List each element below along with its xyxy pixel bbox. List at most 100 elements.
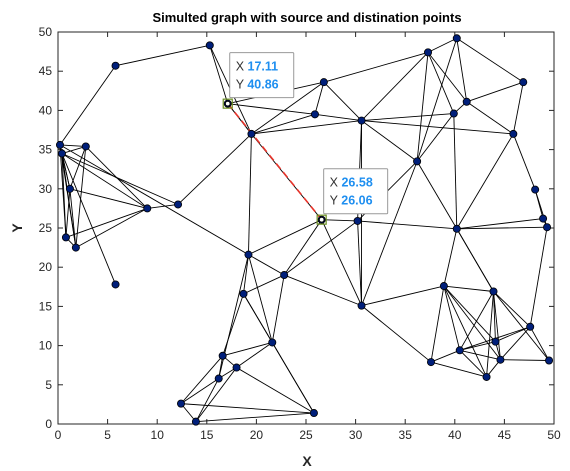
graph-edge [61,146,86,154]
selected-node-marker [222,98,233,109]
graph-edge [361,285,444,307]
x-tick-label: 35 [399,428,413,442]
graph-edge [443,285,487,378]
y-tick-label: 10 [39,339,53,353]
graph-edge [321,219,362,306]
graph-node [545,356,554,365]
graph-node [319,78,328,87]
graph-edge [248,254,273,343]
graph-node [449,109,458,118]
graph-edge [427,52,468,103]
graph-edge [459,341,496,351]
graph-node [452,34,461,43]
graph-edge [430,361,487,378]
graph-node [55,140,64,149]
graph-edge [443,285,496,342]
y-tick-label: 50 [39,25,53,39]
datatip-box [229,52,295,99]
graph-edge [361,305,432,363]
graph-edge [195,412,314,423]
graph-edge [65,207,148,238]
graph-edge [430,285,445,363]
graph-node [539,214,548,223]
x-tick-label: 45 [498,428,512,442]
graph-edge [456,37,524,83]
graph-edge [427,37,457,53]
graph-edge [416,38,458,162]
y-tick-label: 45 [39,64,53,78]
graph-edge [456,228,494,292]
graph-edge [248,133,252,255]
selected-node-marker [316,214,327,225]
graph-edge [357,220,457,230]
graph-edge [314,113,362,122]
graph-edge [493,291,550,361]
datatips[interactable]: X 17.11 Y 40.86 X 26.58 Y 26.06 [229,52,389,215]
graph-edge [512,82,524,135]
graph-node [177,399,186,408]
graph-edge [147,204,179,209]
graph-edge [416,113,455,162]
graph-node [489,287,498,296]
datatip[interactable]: X 17.11 Y 40.86 [229,52,295,99]
graph-edge [500,326,531,361]
selected-node [224,100,231,107]
graph-edge [251,81,325,135]
graph-edge [248,254,285,276]
x-tick-label: 25 [299,428,313,442]
graph-edge [529,227,548,327]
graph-node [531,185,540,194]
graph-edge [61,153,67,238]
x-tick-label: 0 [55,428,62,442]
graph-edge [493,291,496,342]
datatip[interactable]: X 26.58 Y 26.06 [323,168,389,215]
graph-node [71,243,80,252]
graph-edge [284,274,362,307]
graph-node [509,129,518,138]
y-tick-label: 15 [39,299,53,313]
graph-edge [177,133,252,205]
graph-edge [69,146,87,189]
x-axis-label: X [302,453,312,469]
graph-edge [416,52,429,162]
graph-edge [443,285,501,360]
x-tick-label: 10 [151,428,165,442]
graph-edge [61,153,116,285]
graph-node [111,61,120,70]
graph-node [491,337,500,346]
graph-node [455,346,464,355]
y-tick-label: 5 [45,378,52,392]
graph-edge [271,342,315,414]
graph-node [143,204,152,213]
graph-edge [443,285,461,351]
graph-edge [361,161,418,306]
graph-edge [466,81,524,103]
graph-edge [456,226,548,230]
graph-edge [459,291,494,351]
graph-node [239,289,248,298]
path-line [227,103,323,221]
graph-edge [283,219,323,276]
graph-edge [466,101,514,135]
graph-node [247,129,256,138]
graph-edge [456,38,468,102]
graph-node [61,233,70,242]
graph-node [232,363,241,372]
graph-edge [321,219,358,222]
graph-edge [65,188,71,238]
graph-nodes [55,34,554,426]
graph-edge [243,274,285,295]
x-tick-label: 30 [349,428,363,442]
graph-edge [361,120,514,135]
graph-node [57,149,66,158]
graph-edge [314,82,325,115]
graph-edge [416,161,458,230]
datatip-y-row: Y 40.86 [236,78,279,92]
graph-edge [195,378,220,422]
graph-edge [361,113,454,122]
selected-node [318,216,325,223]
graph-node [452,224,461,233]
y-tick-label: 20 [39,260,53,274]
graph-node [218,351,227,360]
x-tick-label: 40 [448,428,462,442]
